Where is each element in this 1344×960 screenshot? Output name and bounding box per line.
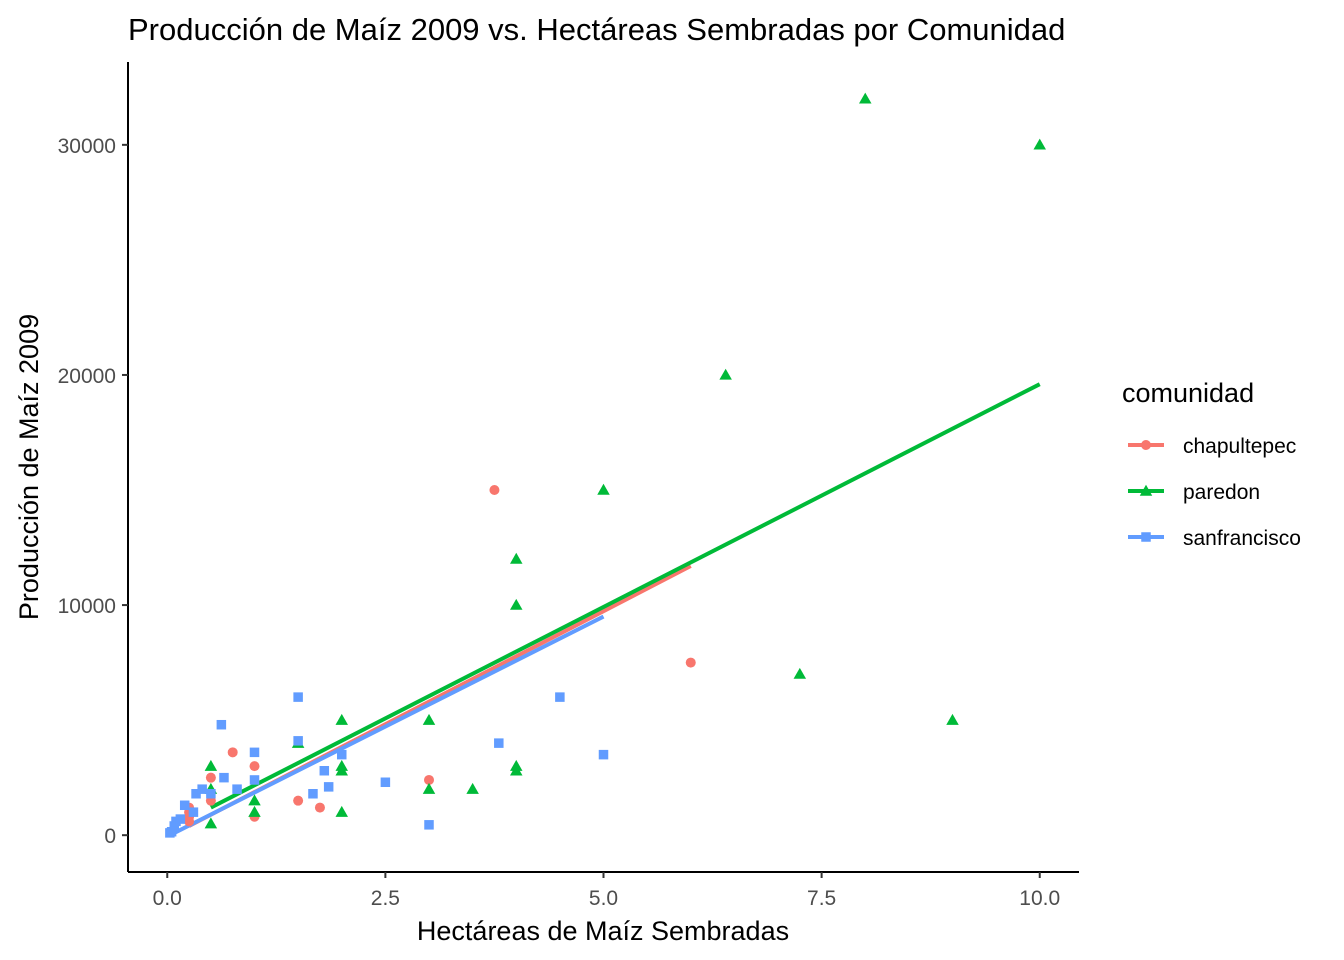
point-chapultepec [314, 802, 325, 813]
point-sanfrancisco [319, 766, 330, 776]
point-paredon [510, 552, 523, 564]
point-paredon [858, 92, 872, 104]
point-paredon [793, 667, 807, 679]
point-paredon [248, 794, 261, 806]
legend-label: sanfrancisco [1183, 527, 1301, 550]
point-sanfrancisco [293, 736, 303, 746]
point-sanfrancisco [249, 747, 260, 758]
point-paredon [422, 782, 436, 794]
legend-item-chapultepec: chapultepec [1128, 435, 1296, 458]
point-paredon [719, 368, 732, 380]
point-sanfrancisco [380, 777, 391, 788]
legend-items: chapultepec paredon sanfrancisco [1128, 435, 1301, 550]
legend-key-circle [1141, 440, 1151, 450]
fit-lines [168, 382, 1041, 837]
point-sanfrancisco [555, 692, 565, 702]
legend-item-sanfrancisco: sanfrancisco [1128, 527, 1301, 550]
point-paredon [946, 713, 959, 725]
y-tick-label: 0 [104, 825, 116, 848]
point-paredon [510, 759, 523, 771]
x-tick-label: 0.0 [153, 887, 182, 910]
y-tick-label: 30000 [58, 135, 116, 158]
point-sanfrancisco [197, 784, 207, 794]
point-chapultepec [489, 485, 500, 496]
point-paredon [422, 713, 436, 725]
point-chapultepec [249, 761, 260, 772]
legend-item-paredon: paredon [1128, 481, 1260, 504]
point-paredon [466, 782, 479, 794]
y-tick-label: 10000 [58, 595, 116, 618]
fit-line-sanfrancisco [168, 614, 605, 837]
point-sanfrancisco [175, 814, 186, 824]
point-sanfrancisco [249, 775, 260, 785]
point-paredon [335, 805, 349, 817]
point-sanfrancisco [308, 789, 318, 799]
point-sanfrancisco [188, 807, 199, 817]
legend-key-square [1141, 532, 1151, 542]
point-chapultepec [293, 795, 304, 806]
point-paredon [335, 759, 349, 771]
point-sanfrancisco [219, 772, 229, 783]
plot-area [127, 62, 1079, 873]
point-chapultepec [424, 774, 435, 785]
point-paredon [204, 817, 218, 829]
point-paredon [597, 483, 610, 495]
point-sanfrancisco [216, 719, 227, 730]
data-points [165, 92, 1046, 838]
legend-key-triangle [1139, 484, 1153, 496]
x-axis-title: Hectáreas de Maíz Sembradas [417, 916, 789, 946]
point-sanfrancisco [337, 749, 347, 760]
legend-title: comunidad [1122, 378, 1254, 408]
point-sanfrancisco [232, 784, 242, 794]
point-sanfrancisco [323, 782, 334, 792]
point-paredon [335, 713, 349, 725]
y-axis-ticks: 0 10000 20000 30000 [58, 135, 128, 848]
y-axis-title: Producción de Maíz 2009 [14, 314, 44, 620]
x-axis-ticks: 0.0 2.5 5.0 7.5 10.0 [153, 872, 1060, 910]
point-paredon [510, 598, 523, 610]
point-sanfrancisco [494, 738, 504, 748]
legend-label: paredon [1183, 481, 1260, 504]
point-sanfrancisco [166, 826, 177, 837]
x-tick-label: 5.0 [589, 887, 618, 910]
point-paredon [248, 805, 261, 817]
y-tick-label: 20000 [58, 365, 116, 388]
legend: comunidad chapultepec paredon sanfrancisco [1122, 378, 1301, 550]
point-paredon [1033, 138, 1046, 150]
chart-title: Producción de Maíz 2009 vs. Hectáreas Se… [128, 12, 1065, 47]
point-sanfrancisco [293, 692, 303, 702]
point-sanfrancisco [424, 820, 434, 830]
point-chapultepec [205, 772, 216, 783]
point-sanfrancisco [206, 789, 216, 799]
point-sanfrancisco [191, 789, 201, 799]
point-sanfrancisco [179, 800, 190, 811]
point-sanfrancisco [598, 749, 609, 760]
point-chapultepec [227, 747, 238, 758]
point-chapultepec [685, 657, 696, 668]
x-tick-label: 10.0 [1019, 887, 1060, 910]
x-tick-label: 7.5 [807, 887, 836, 910]
fit-line-paredon [209, 382, 1041, 810]
legend-label: chapultepec [1183, 435, 1296, 458]
x-tick-label: 2.5 [371, 887, 400, 910]
point-paredon [204, 759, 218, 771]
